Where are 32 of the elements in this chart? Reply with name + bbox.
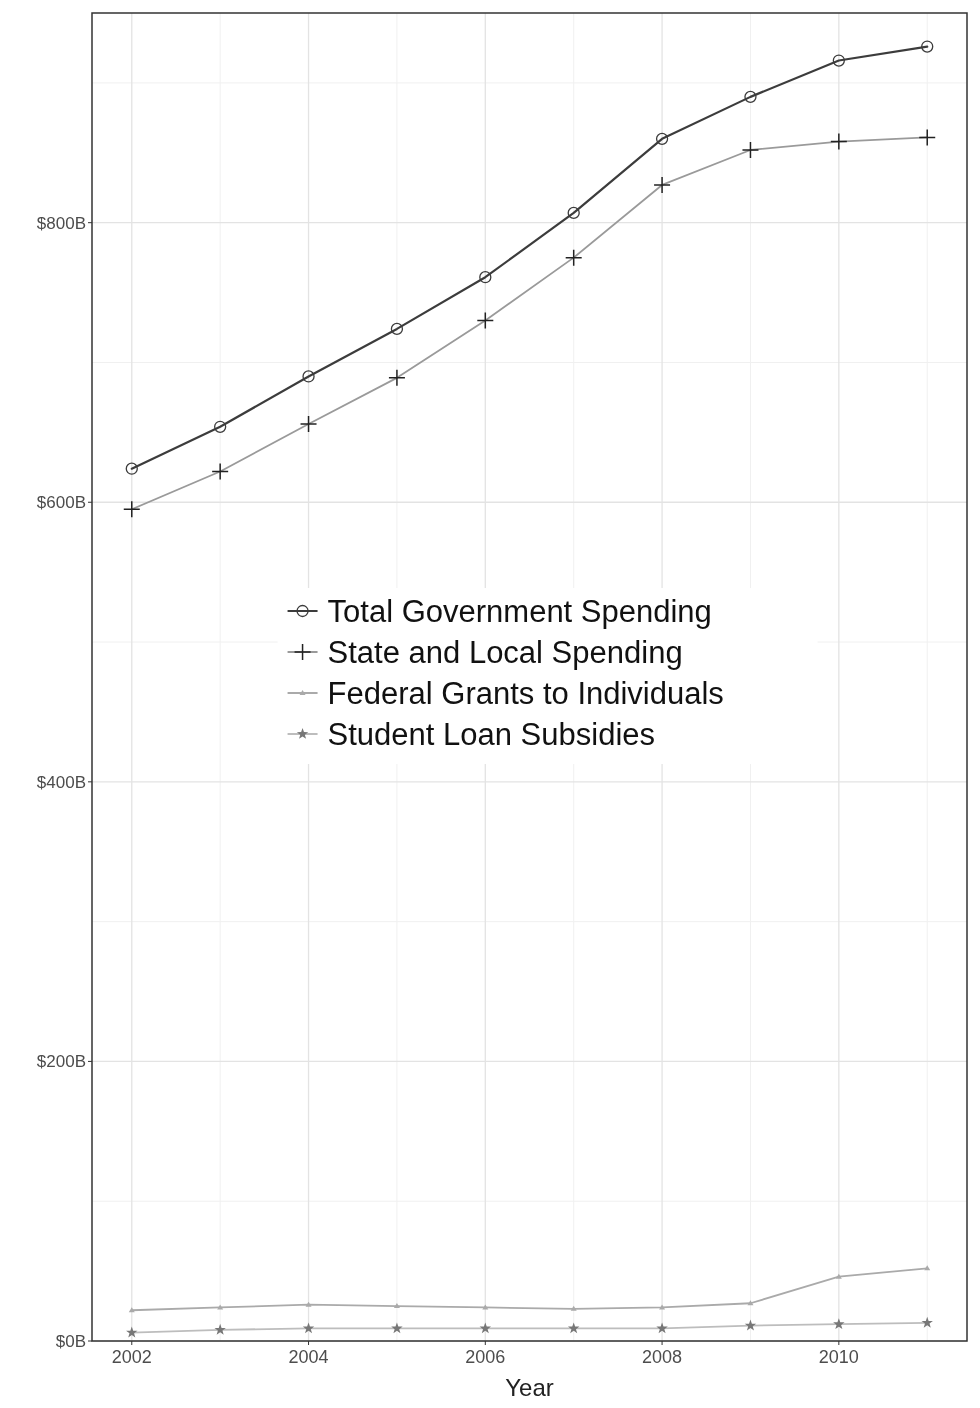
y-tick-label: $200B bbox=[36, 1052, 86, 1072]
point bbox=[305, 1301, 312, 1307]
point bbox=[302, 370, 315, 383]
point bbox=[570, 1305, 577, 1311]
point bbox=[125, 462, 138, 475]
point bbox=[214, 420, 227, 433]
legend-label: State and Local Spending bbox=[327, 635, 683, 670]
y-tick-label: $800B bbox=[36, 213, 86, 233]
point bbox=[128, 1307, 135, 1313]
y-tick-label: $400B bbox=[36, 772, 86, 792]
legend-label: Total Government Spending bbox=[327, 594, 712, 629]
point bbox=[567, 206, 580, 220]
point bbox=[921, 40, 934, 53]
point bbox=[390, 322, 404, 336]
x-tick-label: 2004 bbox=[288, 1347, 329, 1367]
x-tick-label: 2008 bbox=[642, 1347, 683, 1367]
legend-label: Student Loan Subsidies bbox=[327, 717, 656, 752]
point bbox=[655, 132, 669, 145]
point bbox=[832, 54, 845, 67]
y-tick-label: $0B bbox=[55, 1332, 86, 1351]
point bbox=[835, 1273, 842, 1279]
x-tick-label: 2006 bbox=[465, 1347, 506, 1367]
legend-label: Federal Grants to Individuals bbox=[327, 676, 724, 711]
point bbox=[924, 1265, 931, 1271]
point bbox=[747, 1300, 754, 1306]
point bbox=[479, 271, 492, 284]
point bbox=[744, 90, 757, 104]
x-tick-label: 2002 bbox=[111, 1347, 152, 1367]
point bbox=[393, 1303, 400, 1309]
x-tick-label: 2010 bbox=[818, 1347, 859, 1367]
x-axis-title: Year bbox=[505, 1374, 554, 1401]
y-tick-label: $600B bbox=[36, 493, 86, 513]
